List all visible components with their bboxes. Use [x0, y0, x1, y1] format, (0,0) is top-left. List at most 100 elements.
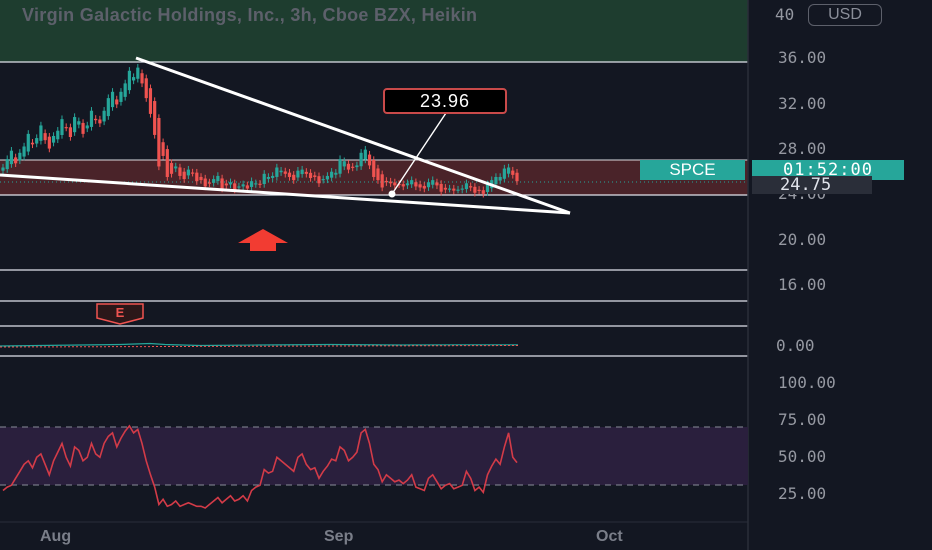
candle-body	[89, 110, 94, 127]
rsi-tick: 75.00	[778, 410, 827, 429]
candle-body	[56, 130, 60, 140]
price-tick: 36.00	[778, 48, 827, 67]
candle-body	[304, 171, 308, 174]
candle-body	[330, 171, 334, 178]
arrow-up-icon	[238, 229, 288, 251]
candle-body	[30, 142, 35, 145]
candle-body	[292, 174, 296, 181]
candle-body	[511, 170, 515, 175]
candle-body	[317, 176, 321, 184]
candle-body	[477, 189, 481, 191]
candle-body	[220, 178, 224, 189]
price-tick: 20.00	[778, 230, 827, 249]
rsi-tick: 100.00	[778, 373, 836, 392]
candle-body	[502, 168, 506, 179]
price-callout[interactable]: 23.96	[383, 88, 507, 114]
time-tick: Aug	[40, 528, 72, 545]
ticker-badge[interactable]: SPCE	[640, 160, 745, 180]
time-tick: Oct	[596, 528, 623, 545]
callout-pointer	[391, 112, 447, 195]
candle-body	[279, 170, 283, 173]
candle-body	[165, 149, 169, 177]
candle-body	[190, 172, 195, 174]
rsi-tick: 50.00	[778, 447, 827, 466]
candle-body	[481, 190, 485, 194]
candle-body	[443, 187, 447, 190]
price-tick: 32.00	[778, 94, 827, 113]
candle-body	[287, 172, 292, 177]
candle-body	[64, 127, 68, 129]
candle-body	[431, 180, 435, 185]
candle-body	[1, 167, 5, 171]
candle-body	[127, 70, 131, 91]
chart-title: Virgin Galactic Holdings, Inc., 3h, Cboe…	[22, 5, 478, 25]
candle-body	[245, 185, 249, 189]
candle-body	[106, 98, 110, 117]
candle-body	[241, 184, 245, 187]
bar-countdown: 01:52:00	[752, 160, 904, 180]
candle-body	[296, 170, 300, 178]
candle-body	[203, 178, 207, 187]
candle-body	[464, 183, 469, 190]
candle-body	[380, 174, 384, 188]
candle-body	[460, 188, 464, 190]
candle-body	[351, 166, 355, 168]
candle-body	[321, 179, 325, 181]
candle-body	[258, 183, 262, 185]
candle-body	[308, 172, 313, 179]
macd-line	[0, 342, 518, 347]
candle-body	[60, 119, 64, 136]
candle-body	[148, 88, 153, 114]
candle-group	[1, 63, 519, 198]
candle-body	[262, 173, 266, 185]
price-tick: 40	[775, 5, 795, 24]
candle-body	[68, 127, 73, 138]
candle-body	[325, 175, 330, 180]
candle-body	[178, 167, 182, 176]
candle-body	[228, 182, 233, 185]
candle-body	[401, 184, 405, 187]
zone-green	[0, 0, 748, 62]
trendline-upper[interactable]	[135, 56, 571, 215]
time-tick: Sep	[324, 528, 354, 545]
candle-body	[77, 121, 81, 125]
macd-signal-line	[0, 345, 519, 348]
currency-button[interactable]: USD	[808, 4, 882, 26]
candle-body	[372, 159, 376, 177]
candle-body	[115, 99, 119, 105]
candle-body	[447, 188, 452, 190]
candle-body	[254, 183, 258, 185]
candle-body	[473, 186, 477, 193]
candle-body	[119, 91, 123, 102]
candle-body	[98, 119, 102, 124]
candle-body	[157, 117, 161, 167]
earnings-marker[interactable]: E	[98, 302, 142, 322]
earnings-marker-icon[interactable]	[96, 303, 144, 325]
candle-body	[384, 180, 388, 183]
macd-tick: 0.00	[776, 336, 815, 355]
candle-body	[26, 133, 30, 152]
candle-body	[342, 161, 346, 167]
candle-body	[212, 179, 216, 183]
candle-body	[355, 165, 359, 168]
candle-body	[47, 136, 51, 149]
candle-body	[498, 176, 502, 181]
candle-body	[199, 176, 203, 181]
candle-body	[435, 182, 439, 186]
candle-body	[389, 181, 393, 184]
candle-body	[414, 182, 418, 187]
candle-body	[110, 91, 115, 108]
candle-body	[469, 186, 473, 188]
candle-body	[363, 149, 367, 160]
candle-body	[39, 125, 43, 141]
rsi-tick: 25.00	[778, 484, 827, 503]
candle-body	[439, 183, 443, 192]
candle-body	[140, 73, 144, 84]
candle-body	[132, 77, 136, 81]
candle-body	[334, 172, 338, 175]
earnings-label: E	[115, 304, 125, 320]
trendline-lower[interactable]	[0, 173, 571, 215]
candle-body	[418, 184, 422, 188]
candle-body	[195, 172, 199, 182]
